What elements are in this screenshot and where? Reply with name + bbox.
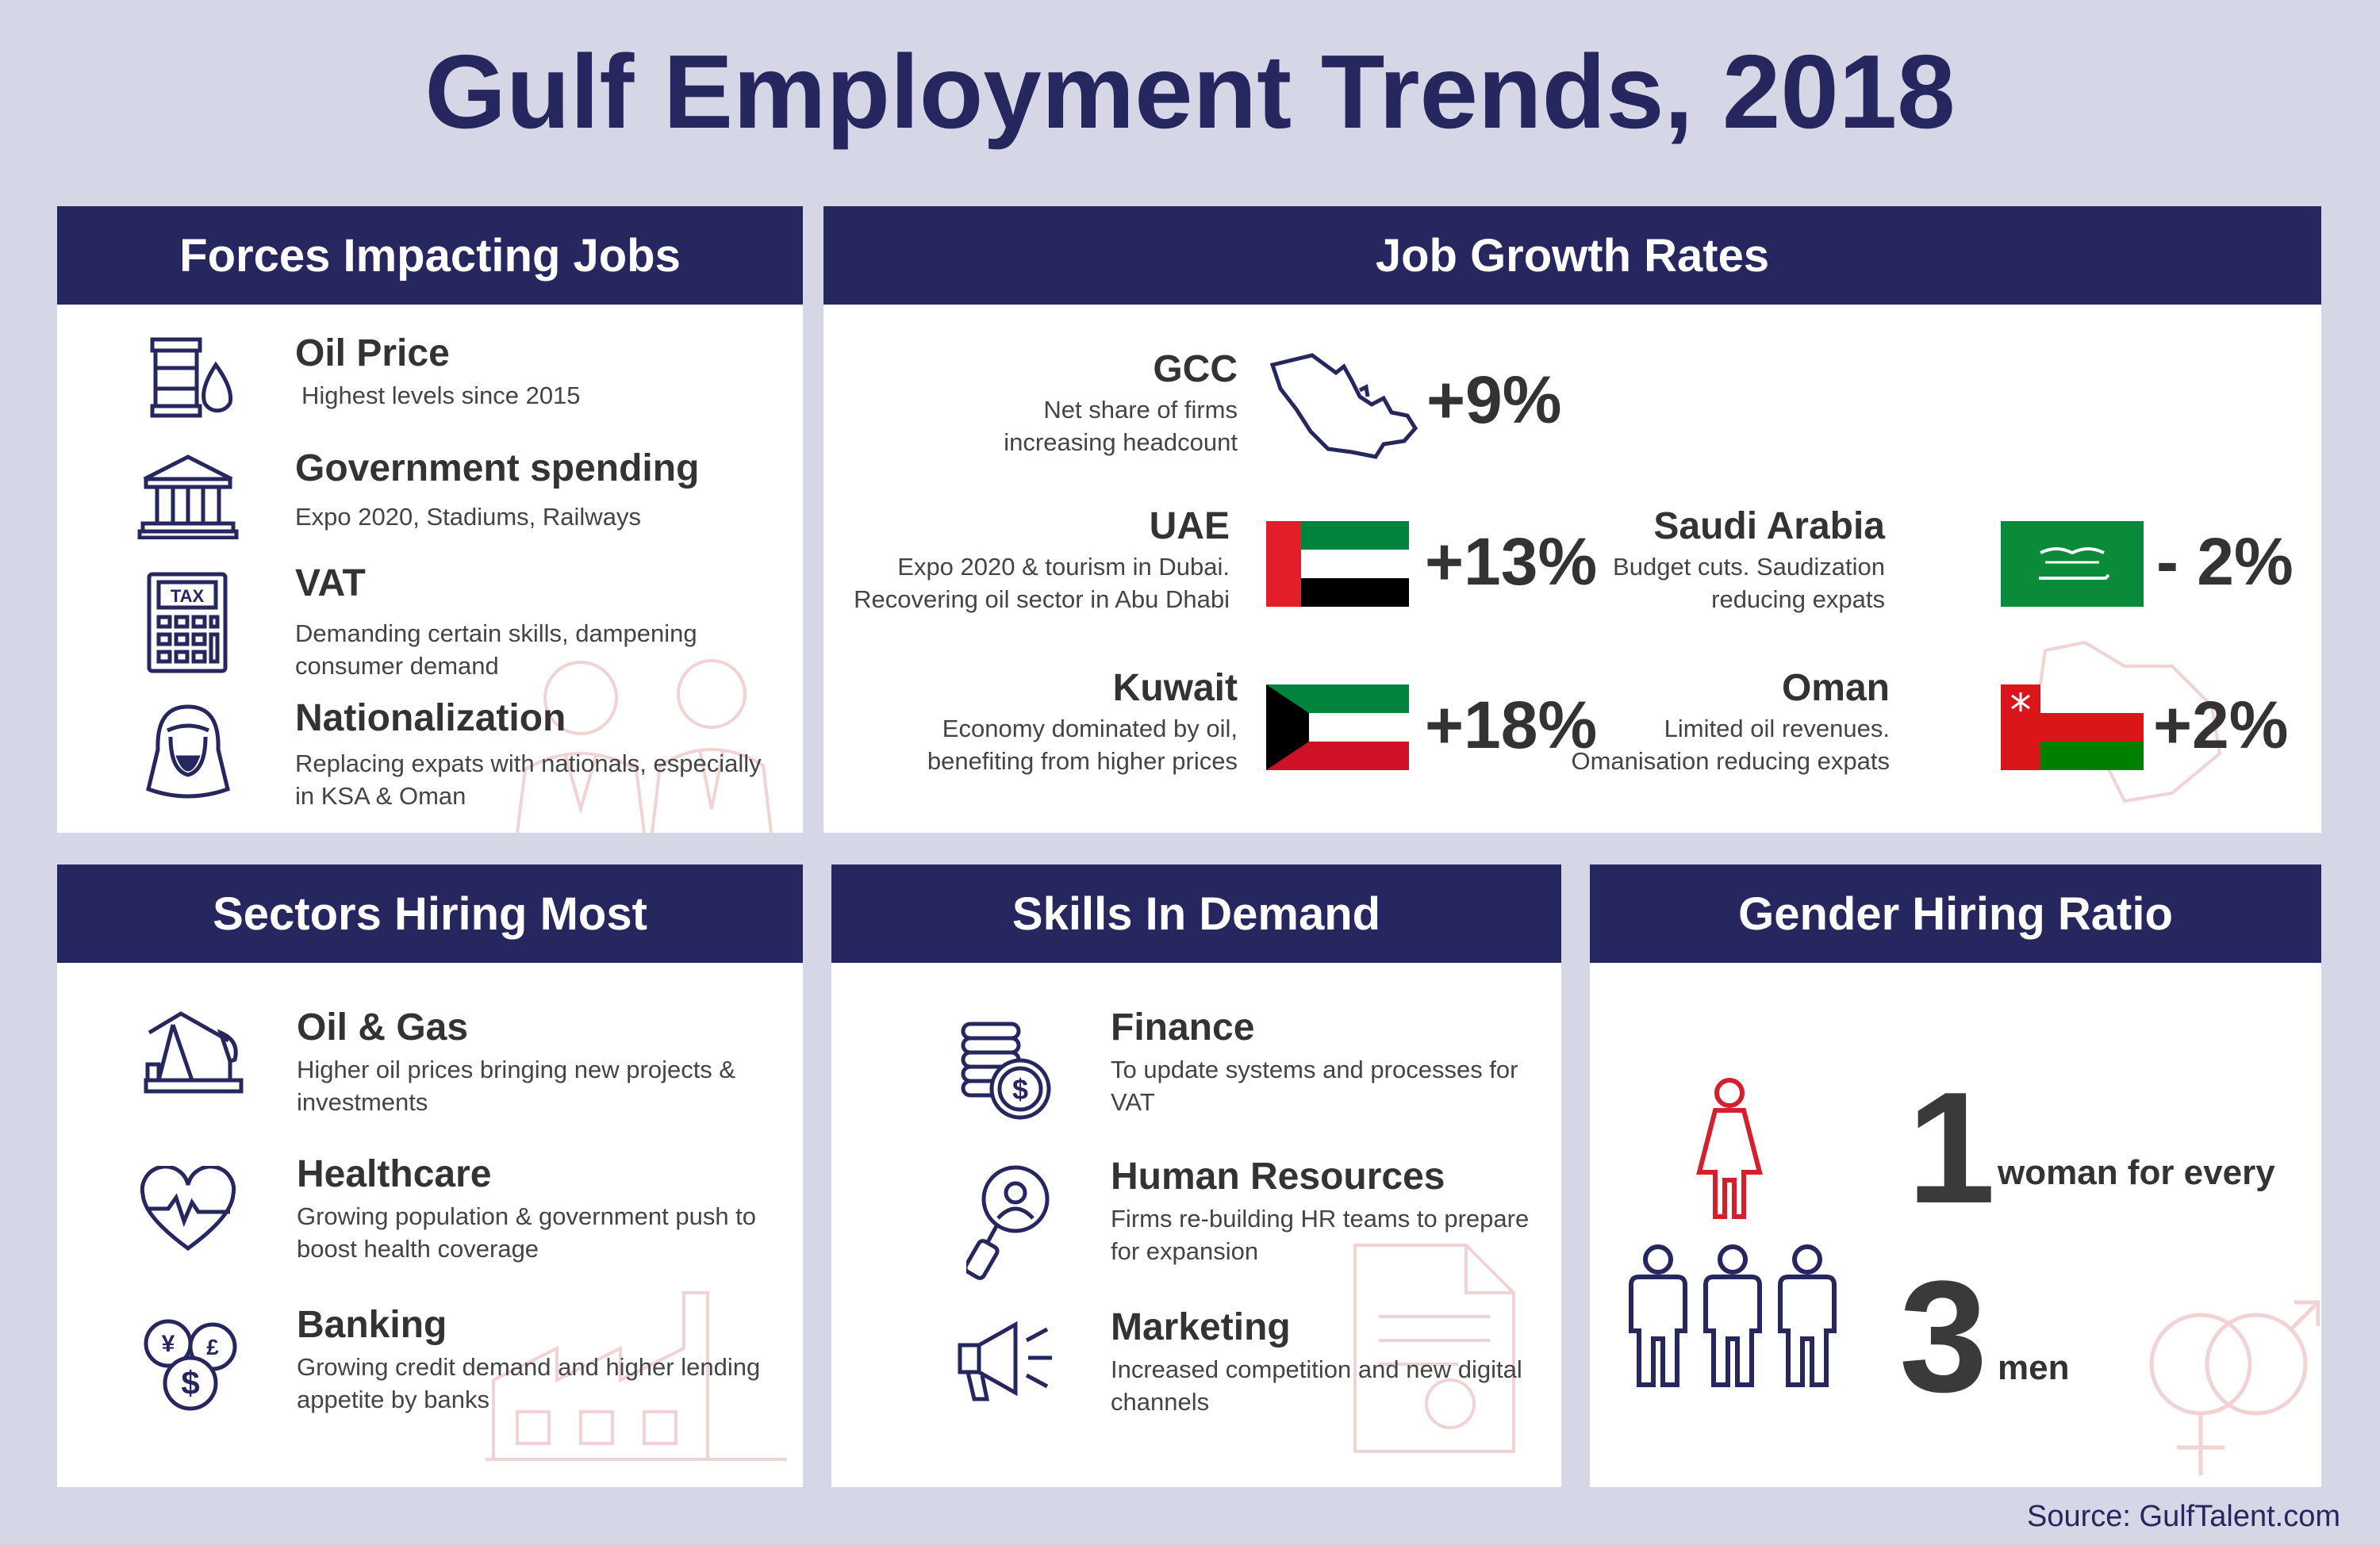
sectors-item-desc: Growing population & government push to … xyxy=(297,1202,757,1263)
gender-header: Gender Hiring Ratio xyxy=(1590,865,2321,963)
certificate-watermark-icon xyxy=(1353,1244,1515,1453)
growth-panel: Job Growth Rates GCC Net share of firms … xyxy=(823,206,2321,833)
men-count: 3 xyxy=(1899,1248,1988,1425)
skills-item-desc: Increased competition and new digital ch… xyxy=(1111,1355,1522,1416)
forces-item-desc: Expo 2020, Stadiums, Railways xyxy=(295,502,641,531)
skills-item-desc: Firms re-building HR teams to prepare fo… xyxy=(1111,1204,1530,1265)
gender-panel: Gender Hiring Ratio 1 woman for every xyxy=(1590,865,2321,1487)
gcc-desc: Net share of firms increasing headcount xyxy=(1004,395,1238,456)
oil-barrel-icon xyxy=(144,333,240,420)
saudi-value: - 2% xyxy=(2156,524,2294,599)
tax-calculator-icon: TAX xyxy=(144,571,232,674)
forces-item-desc: Demanding certain skills, dampening cons… xyxy=(295,619,697,680)
person-search-icon xyxy=(966,1164,1054,1283)
forces-panel: Forces Impacting Jobs Oil Price Highest … xyxy=(57,206,803,833)
businessmen-watermark-icon xyxy=(516,659,773,833)
forces-item-title: Nationalization xyxy=(295,697,566,739)
skills-item-desc: To update systems and processes for VAT xyxy=(1111,1055,1518,1116)
page-title: Gulf Employment Trends, 2018 xyxy=(424,33,1956,150)
forces-item-desc: Highest levels since 2015 xyxy=(301,381,581,409)
svg-text:£: £ xyxy=(206,1335,219,1359)
svg-text:TAX: TAX xyxy=(171,586,205,606)
kuwait-flag-icon xyxy=(1266,684,1409,774)
uae-value: +13% xyxy=(1425,524,1598,599)
uae-flag-icon xyxy=(1266,521,1409,611)
skills-item: Finance To update systems and processes … xyxy=(1111,1006,1539,1119)
saudi-name: Saudi Arabia xyxy=(1653,505,1885,547)
gender-symbols-watermark-icon xyxy=(2149,1300,2320,1475)
source-credit: Source: GulfTalent.com xyxy=(2027,1500,2340,1533)
oman-flag-icon xyxy=(2001,684,2144,774)
skills-panel: Skills In Demand $ Finance To update sys… xyxy=(831,865,1561,1487)
forces-header: Forces Impacting Jobs xyxy=(57,206,803,305)
heart-pulse-icon xyxy=(136,1166,240,1253)
women-label: woman for every xyxy=(1998,1153,2275,1192)
arab-man-icon xyxy=(140,702,236,805)
oman-desc: Limited oil revenues. Omanisation reduci… xyxy=(1571,714,1890,775)
skills-item-title: Finance xyxy=(1111,1006,1255,1049)
government-building-icon xyxy=(136,452,240,539)
gcc-name: GCC xyxy=(1153,348,1238,390)
svg-text:$: $ xyxy=(1012,1073,1028,1106)
men-label: men xyxy=(1998,1348,2070,1387)
woman-icon xyxy=(1691,1077,1768,1220)
women-count: 1 xyxy=(1907,1060,1996,1236)
skills-item-title: Marketing xyxy=(1111,1306,1291,1348)
skills-item: Marketing Increased competition and new … xyxy=(1111,1306,1539,1419)
sectors-item-title: Oil & Gas xyxy=(297,1006,469,1049)
kuwait-value: +18% xyxy=(1425,688,1598,762)
kuwait-desc: Economy dominated by oil, benefiting fro… xyxy=(927,714,1238,775)
growth-header: Job Growth Rates xyxy=(823,206,2321,305)
skills-header: Skills In Demand xyxy=(831,865,1561,963)
sectors-header: Sectors Hiring Most xyxy=(57,865,803,963)
oil-pump-icon xyxy=(141,1009,244,1096)
svg-text:$: $ xyxy=(181,1364,199,1401)
forces-item-desc: Replacing expats with nationals, especia… xyxy=(295,749,762,810)
factory-watermark-icon xyxy=(486,1291,787,1461)
sectors-item-title: Healthcare xyxy=(297,1153,492,1195)
forces-item-title: Government spending xyxy=(295,447,700,489)
kuwait-name: Kuwait xyxy=(1112,667,1238,709)
sectors-item-title: Banking xyxy=(297,1304,447,1346)
forces-item-title: VAT xyxy=(295,562,366,604)
men-group-icon xyxy=(1622,1244,1844,1388)
sectors-panel: Sectors Hiring Most Oil & Gas Higher oil… xyxy=(57,865,803,1487)
oman-value: +2% xyxy=(2153,688,2289,762)
skills-item: Human Resources Firms re-building HR tea… xyxy=(1111,1156,1539,1268)
sectors-item-desc: Growing credit demand and higher lending… xyxy=(297,1352,761,1413)
saudi-desc: Budget cuts. Saudization reducing expats xyxy=(1613,552,1885,613)
uae-name: UAE xyxy=(1149,505,1230,547)
currency-coins-icon: ¥ £ $ xyxy=(141,1317,244,1412)
forces-item-title: Oil Price xyxy=(295,332,450,374)
gcc-map-icon xyxy=(1269,353,1418,459)
saudi-flag-icon xyxy=(2001,521,2144,611)
gcc-value: +9% xyxy=(1426,362,1562,437)
uae-desc: Expo 2020 & tourism in Dubai. Recovering… xyxy=(854,552,1230,613)
skills-item-title: Human Resources xyxy=(1111,1156,1445,1198)
svg-text:¥: ¥ xyxy=(162,1331,175,1357)
oman-name: Oman xyxy=(1781,667,1890,709)
megaphone-icon xyxy=(955,1317,1058,1404)
sectors-item-desc: Higher oil prices bringing new projects … xyxy=(297,1055,736,1116)
coin-stack-icon: $ xyxy=(958,1019,1054,1122)
